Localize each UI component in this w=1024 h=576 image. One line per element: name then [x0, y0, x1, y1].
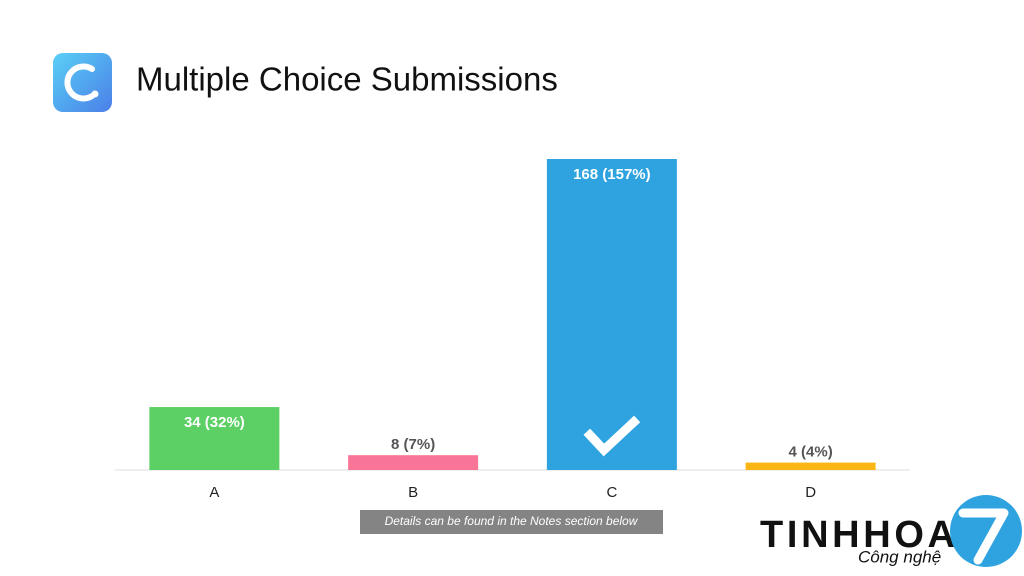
x-tick-label: B	[408, 484, 418, 501]
watermark: TINHHOA Công nghệ	[760, 495, 1022, 567]
value-label: 34 (32%)	[184, 414, 245, 431]
bar	[348, 455, 479, 470]
x-tick-label: C	[606, 484, 617, 501]
value-label: 168 (157%)	[573, 166, 651, 183]
app-logo	[53, 53, 112, 112]
correct-check	[583, 415, 641, 457]
bar	[149, 407, 280, 470]
chart-title: Multiple Choice Submissions	[136, 61, 558, 98]
value-label: 4 (4%)	[789, 444, 833, 461]
bars: A 34 (32%) B 8 (7%) C 168 (157%) D 4 (4%)	[149, 159, 876, 501]
bar	[546, 159, 677, 470]
tagline: Công nghệ	[858, 547, 941, 566]
x-tick-label: D	[805, 484, 816, 501]
bar	[745, 462, 876, 470]
note: Details can be found in the Notes sectio…	[385, 514, 639, 528]
brand: TINHHOA	[760, 514, 955, 556]
value-label: 8 (7%)	[391, 436, 435, 453]
note-box: Details can be found in the Notes sectio…	[360, 510, 663, 534]
x-tick-label: A	[209, 484, 219, 501]
